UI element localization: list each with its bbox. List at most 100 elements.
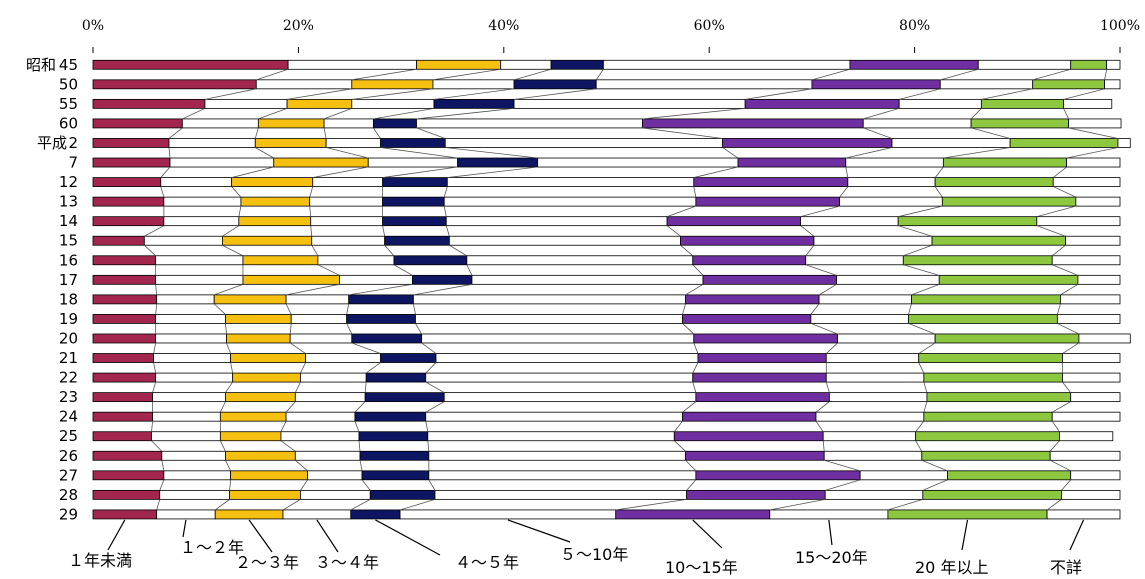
bar-segment [1077, 274, 1121, 285]
bar-segment [155, 274, 244, 285]
connector-line [1063, 88, 1105, 100]
connector-line [1053, 186, 1077, 198]
connector-line [800, 205, 840, 218]
bar-segment [163, 216, 240, 227]
legend-pointer [507, 519, 571, 543]
connector-line [918, 342, 936, 354]
connector-line [159, 479, 165, 491]
bar-segment [457, 157, 539, 168]
connector-line [348, 283, 413, 296]
bar-segment [286, 98, 353, 109]
connector-lines [144, 68, 1119, 511]
connector-line [225, 381, 234, 393]
bar-segment [1062, 353, 1121, 363]
legend-label: 不詳 [1050, 558, 1082, 577]
bar-segment [642, 118, 864, 129]
bar-segment [686, 489, 826, 500]
connector-line [685, 283, 704, 296]
bar-segment [434, 489, 688, 500]
connector-line [365, 362, 381, 374]
bar-segment [1059, 431, 1114, 442]
bar-segment [918, 353, 1063, 363]
connector-line [1036, 225, 1066, 237]
bar-segment [231, 177, 314, 187]
bar-segment [225, 392, 296, 403]
bar-segment [1066, 157, 1121, 168]
connector-line [899, 88, 941, 100]
bar-segment [666, 216, 802, 227]
bar-segment [214, 509, 284, 520]
legend-label: 10～15年 [665, 558, 738, 577]
bar-segment [219, 431, 282, 442]
connector-line [911, 283, 940, 296]
connector-line [845, 147, 893, 159]
bar-segment [1104, 79, 1121, 90]
connector-line [151, 440, 163, 452]
bar-segment [692, 372, 827, 383]
bar-segment [92, 235, 145, 246]
bar-segment [416, 59, 502, 70]
bar-segment [1046, 509, 1121, 520]
connector-line [887, 498, 923, 511]
bar-segment [1060, 294, 1121, 305]
connector-line [219, 401, 226, 413]
bar-segment [697, 353, 827, 363]
bar-segment [204, 98, 288, 109]
bar-segment [92, 431, 152, 442]
bar-segment [421, 333, 695, 344]
connector-line [361, 479, 371, 491]
connector-line [686, 479, 697, 491]
connector-line [1061, 479, 1072, 491]
bar-segment [947, 470, 1072, 481]
row-label: 29 [59, 505, 78, 523]
bar-segment [828, 392, 928, 403]
bar-segment [673, 431, 824, 442]
bar-segment [219, 411, 287, 422]
connector-line [918, 362, 925, 374]
connector-line [294, 381, 301, 393]
bar-segment [323, 118, 374, 129]
bar-segment [92, 411, 153, 422]
bar-segment [1065, 235, 1121, 246]
bar-segment [685, 450, 825, 461]
bar-segment [693, 333, 838, 344]
row-label: 60 [59, 114, 78, 132]
bar-segment [229, 489, 301, 500]
connector-line [168, 127, 183, 139]
connector-line [351, 68, 417, 81]
connector-line [863, 107, 900, 120]
bar-segment [737, 157, 847, 168]
bar-segment [365, 372, 427, 383]
connector-line [685, 459, 697, 472]
connector-line [934, 166, 944, 178]
connector-line [898, 225, 933, 237]
bar-segment [285, 411, 356, 422]
bar-segment [351, 98, 435, 109]
bar-segment [346, 314, 416, 324]
connector-line [364, 382, 367, 393]
bar-segment [359, 450, 430, 461]
row-label: 7 [68, 154, 78, 172]
connector-line [615, 498, 687, 511]
connector-line [280, 440, 296, 452]
bar-segment [887, 509, 1048, 520]
connector-line [666, 225, 681, 237]
bar-segment [282, 509, 352, 520]
bar-segment [695, 392, 830, 403]
connector-line [351, 342, 381, 354]
connector-line [908, 303, 912, 315]
bar-segment [92, 509, 158, 520]
x-tick-label: 100% [1100, 18, 1140, 34]
connector-line [222, 225, 240, 237]
legend-pointer [828, 519, 833, 546]
connector-line [323, 108, 352, 120]
connector-line [323, 127, 327, 139]
connector-line [915, 420, 925, 432]
bar-segment [280, 431, 360, 442]
bar-segment [859, 470, 948, 481]
bar-segment [603, 59, 851, 70]
bar-segment [242, 274, 340, 285]
connector-line [1049, 459, 1071, 472]
connector-line [443, 206, 447, 217]
bar-segment [92, 489, 161, 500]
